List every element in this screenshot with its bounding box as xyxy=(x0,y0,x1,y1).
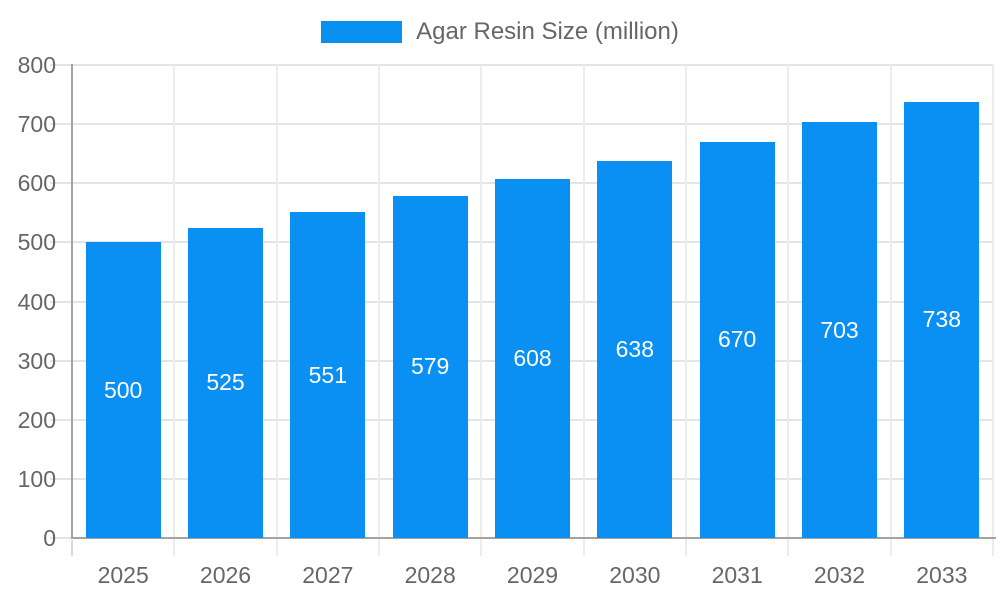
x-axis-tick-label: 2031 xyxy=(711,562,763,588)
x-axis-tick-label: 2027 xyxy=(302,562,354,588)
bar-value-label: 551 xyxy=(308,361,348,388)
x-axis-tick-label: 2033 xyxy=(916,562,968,588)
x-axis-tick xyxy=(71,540,73,556)
bar-value-label: 738 xyxy=(922,306,962,333)
x-gridline xyxy=(582,65,585,556)
y-axis-line xyxy=(71,64,73,539)
x-gridline xyxy=(889,65,892,556)
x-axis-tick-label: 2026 xyxy=(199,562,252,588)
x-gridline xyxy=(378,65,380,556)
bar-value-label: 608 xyxy=(513,344,552,371)
bar-value-label: 579 xyxy=(410,353,450,380)
y-axis-tick-label: 100 xyxy=(17,465,56,492)
x-axis-tick-label: 2030 xyxy=(609,562,661,588)
y-axis-tick-label: 500 xyxy=(17,229,56,256)
bar-value-label: 525 xyxy=(206,369,245,396)
bar-value-label: 670 xyxy=(717,326,757,353)
y-axis-tick-label: 400 xyxy=(17,288,56,315)
bar[interactable]: 551 xyxy=(290,212,366,538)
legend[interactable]: Agar Resin Size (million) xyxy=(0,14,1000,50)
x-gridline xyxy=(173,65,176,556)
bar-value-label: 638 xyxy=(615,335,655,362)
bar[interactable]: 608 xyxy=(495,178,570,538)
x-gridline xyxy=(480,65,483,556)
x-axis-tick-label: 2032 xyxy=(813,562,866,588)
bar-value-label: 500 xyxy=(103,376,143,403)
y-axis-tick-label: 800 xyxy=(17,52,56,78)
y-gridline xyxy=(50,123,993,126)
bar[interactable]: 738 xyxy=(904,101,980,538)
bar[interactable]: 500 xyxy=(85,242,161,538)
x-axis-tick-label: 2025 xyxy=(97,562,149,588)
legend-swatch xyxy=(321,21,403,43)
bar[interactable]: 703 xyxy=(802,122,877,538)
bar[interactable]: 670 xyxy=(699,141,775,538)
y-axis-tick-label: 700 xyxy=(17,111,56,138)
legend-label: Agar Resin Size (million) xyxy=(416,18,679,45)
bar[interactable]: 579 xyxy=(392,195,468,538)
y-axis-tick-label: 600 xyxy=(17,170,56,197)
x-gridline xyxy=(275,65,278,556)
y-axis-tick-label: 300 xyxy=(17,347,56,374)
bar[interactable]: 638 xyxy=(597,160,673,538)
x-axis-tick-label: 2028 xyxy=(404,562,456,588)
y-axis-tick xyxy=(50,537,72,539)
y-gridline xyxy=(50,64,993,66)
x-axis-tick-label: 2029 xyxy=(506,562,559,588)
x-gridline xyxy=(685,65,687,556)
x-axis-line xyxy=(71,537,996,539)
y-axis-tick-label: 0 xyxy=(43,525,56,551)
bar-value-label: 703 xyxy=(820,316,859,343)
x-gridline xyxy=(787,65,790,556)
bar[interactable]: 525 xyxy=(188,227,263,538)
y-axis-tick-label: 200 xyxy=(17,406,56,433)
x-gridline xyxy=(992,65,994,556)
